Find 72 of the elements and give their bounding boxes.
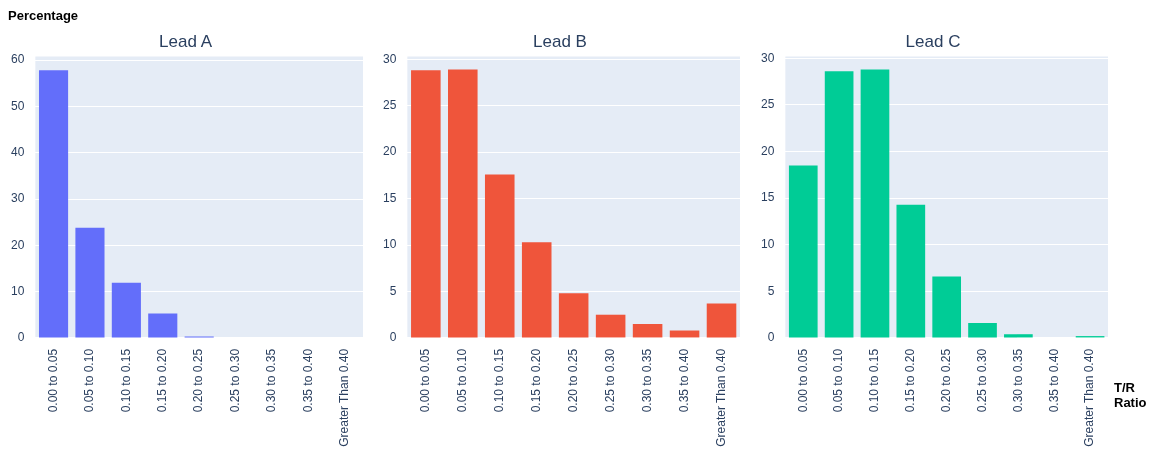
x-tick-label: 0.05 to 0.10 <box>82 348 97 413</box>
y-tick-label: 60 <box>10 52 25 67</box>
x-tick-label: 0.05 to 0.10 <box>455 348 470 413</box>
bar <box>632 324 663 338</box>
chart-title: Lead A <box>159 31 213 51</box>
y-tick-label: 10 <box>760 237 775 252</box>
y-tick-label: 0 <box>767 330 775 345</box>
x-tick-label: 0.00 to 0.05 <box>795 348 810 413</box>
x-tick-label: 0.25 to 0.30 <box>602 348 617 413</box>
x-tick-label: 0.30 to 0.35 <box>639 348 654 413</box>
y-tick-label: 5 <box>767 283 775 298</box>
x-tick-label: 0.30 to 0.35 <box>1010 348 1025 413</box>
x-axis-title: T/R Ratio <box>1114 380 1148 410</box>
x-tick-label: 0.20 to 0.25 <box>191 348 206 413</box>
y-tick-label: 0 <box>17 330 25 345</box>
x-tick-label: 0.30 to 0.35 <box>264 348 279 413</box>
bar <box>860 69 890 338</box>
y-tick-label: 10 <box>10 283 25 298</box>
y-tick-label: 25 <box>760 97 775 112</box>
y-tick-label: 40 <box>10 145 25 160</box>
y-tick-label: 10 <box>382 237 397 252</box>
y-tick-label: 20 <box>760 143 775 158</box>
chart-title: Lead C <box>905 31 961 51</box>
bar <box>1004 334 1033 338</box>
y-tick-label: 15 <box>760 190 775 205</box>
bar <box>595 314 626 338</box>
bar <box>558 293 589 338</box>
x-tick-label: 0.15 to 0.20 <box>155 348 170 413</box>
bar <box>38 70 69 338</box>
bar <box>521 242 552 338</box>
x-tick-label: 0.10 to 0.15 <box>492 348 507 413</box>
x-tick-label: 0.05 to 0.10 <box>831 348 846 413</box>
y-tick-label: 0 <box>389 330 397 345</box>
x-tick-label: Greater Than 0.40 <box>1082 348 1097 447</box>
x-tick-label: 0.10 to 0.15 <box>867 348 882 413</box>
x-tick-label: Greater Than 0.40 <box>713 348 728 447</box>
x-tick-label: 0.00 to 0.05 <box>418 348 433 413</box>
y-tick-label: 20 <box>10 237 25 252</box>
x-tick-label: 0.15 to 0.20 <box>903 348 918 413</box>
chart-title: Lead B <box>533 31 587 51</box>
bar <box>448 69 478 338</box>
bar <box>484 174 515 338</box>
x-tick-label: 0.35 to 0.40 <box>1046 348 1061 413</box>
x-tick-label: 0.10 to 0.15 <box>118 348 133 413</box>
bar <box>896 204 926 338</box>
x-tick-label: 0.25 to 0.30 <box>974 348 989 413</box>
bar <box>75 227 105 338</box>
y-tick-label: 25 <box>382 97 397 112</box>
y-axis-title: Percentage <box>8 8 79 23</box>
bar <box>932 276 962 338</box>
y-tick-label: 20 <box>382 144 397 159</box>
bar <box>706 303 737 338</box>
y-tick-label: 30 <box>382 51 397 66</box>
y-tick-label: 15 <box>382 190 397 205</box>
x-tick-label: 0.20 to 0.25 <box>565 348 580 413</box>
x-tick-label: 0.15 to 0.20 <box>529 348 544 413</box>
bar <box>788 165 818 338</box>
y-tick-label: 5 <box>389 283 397 298</box>
x-tick-label: 0.00 to 0.05 <box>45 348 60 413</box>
x-tick-label: 0.35 to 0.40 <box>676 348 691 413</box>
bar <box>111 282 141 338</box>
bar <box>411 70 441 338</box>
y-tick-label: 30 <box>10 191 25 206</box>
y-tick-label: 30 <box>760 50 775 65</box>
x-tick-label: 0.35 to 0.40 <box>300 348 315 413</box>
x-tick-label: 0.25 to 0.30 <box>227 348 242 413</box>
bar <box>824 71 854 338</box>
y-tick-label: 50 <box>10 98 25 113</box>
bar <box>148 313 178 338</box>
x-tick-label: Greater Than 0.40 <box>337 348 352 447</box>
x-tick-label: 0.20 to 0.25 <box>938 348 953 413</box>
bar <box>968 323 997 338</box>
